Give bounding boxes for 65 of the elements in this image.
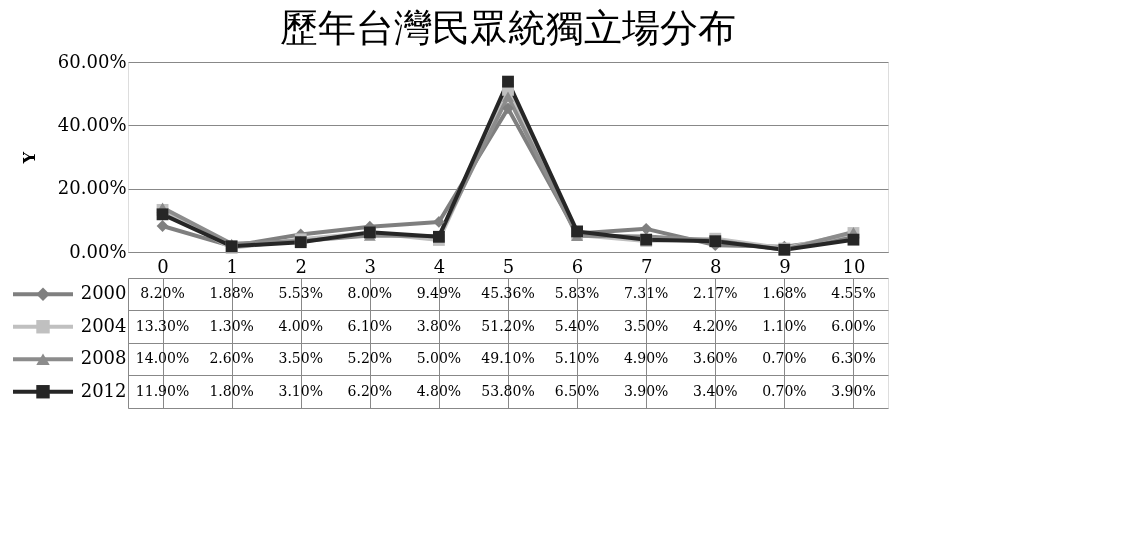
y-tick-label: 40.00% <box>57 113 127 135</box>
data-label: 6.30% <box>831 350 876 367</box>
data-label: 6.20% <box>347 382 393 399</box>
data-label: 5.83% <box>554 285 600 302</box>
data-label: 2.17% <box>693 285 738 302</box>
x-tick-label: 6 <box>571 255 584 277</box>
data-label: 3.90% <box>623 382 669 399</box>
data-label: 1.10% <box>762 317 807 334</box>
data-label: 1.68% <box>762 285 807 302</box>
data-label: 3.50% <box>278 350 323 367</box>
data-label: 0.70% <box>762 350 807 367</box>
legend-label: 2004 <box>80 314 127 336</box>
data-label: 4.55% <box>831 285 876 302</box>
data-label: 8.20% <box>140 285 185 302</box>
data-label: 1.88% <box>209 285 254 302</box>
data-label: 6.10% <box>347 317 393 334</box>
data-label: 11.90% <box>135 382 190 399</box>
data-label: 5.10% <box>554 350 600 367</box>
x-tick-label: 1 <box>226 255 238 277</box>
data-label: 53.80% <box>481 382 535 399</box>
legend-label: 2008 <box>80 347 127 369</box>
chart-title: 歷年台灣民眾統獨立場分布 <box>280 6 736 50</box>
data-label: 8.00% <box>347 285 393 302</box>
x-tick-label: 7 <box>640 255 653 277</box>
legend-label: 2012 <box>80 379 127 401</box>
data-label: 3.10% <box>278 382 323 399</box>
y-tick-label: 60.00% <box>57 50 127 72</box>
legend-label: 2000 <box>80 282 127 304</box>
data-label: 13.30% <box>135 317 190 334</box>
x-tick-label: 2 <box>295 255 307 277</box>
data-label: 5.20% <box>347 350 393 367</box>
y-tick-label: 20.00% <box>57 177 127 199</box>
x-tick-label: 3 <box>364 255 377 277</box>
x-tick-label: 5 <box>502 255 515 277</box>
data-label: 4.20% <box>693 317 738 334</box>
data-label: 6.00% <box>831 317 876 334</box>
data-label: 4.00% <box>278 317 323 334</box>
data-label: 3.80% <box>416 317 462 334</box>
data-label: 1.30% <box>209 317 254 334</box>
data-label: 3.40% <box>693 382 738 399</box>
x-tick-label: 8 <box>710 255 722 277</box>
data-label: 4.80% <box>416 382 462 399</box>
x-tick-label: 9 <box>779 255 791 277</box>
data-label: 5.40% <box>554 317 600 334</box>
data-label: 1.80% <box>209 382 254 399</box>
data-label: 45.36% <box>481 285 535 302</box>
data-label: 51.20% <box>481 317 535 334</box>
data-label: 3.90% <box>831 382 876 399</box>
data-label: 3.60% <box>693 350 738 367</box>
data-label: 4.90% <box>623 350 669 367</box>
data-label: 7.31% <box>623 285 669 302</box>
data-label: 3.50% <box>623 317 669 334</box>
data-label: 2.60% <box>209 350 254 367</box>
data-label: 49.10% <box>481 350 535 367</box>
x-tick-label: 4 <box>433 255 446 277</box>
data-label: 6.50% <box>554 382 600 399</box>
data-label: 14.00% <box>135 350 190 367</box>
data-label: 0.70% <box>762 382 807 399</box>
data-label: 9.49% <box>416 285 462 302</box>
data-label: 5.00% <box>416 350 462 367</box>
x-tick-label: 10 <box>842 255 866 277</box>
x-tick-label: 0 <box>157 255 169 277</box>
data-label: 5.53% <box>278 285 323 302</box>
y-tick-label: 0.00% <box>69 240 127 262</box>
y-axis-title: Y <box>19 151 39 165</box>
